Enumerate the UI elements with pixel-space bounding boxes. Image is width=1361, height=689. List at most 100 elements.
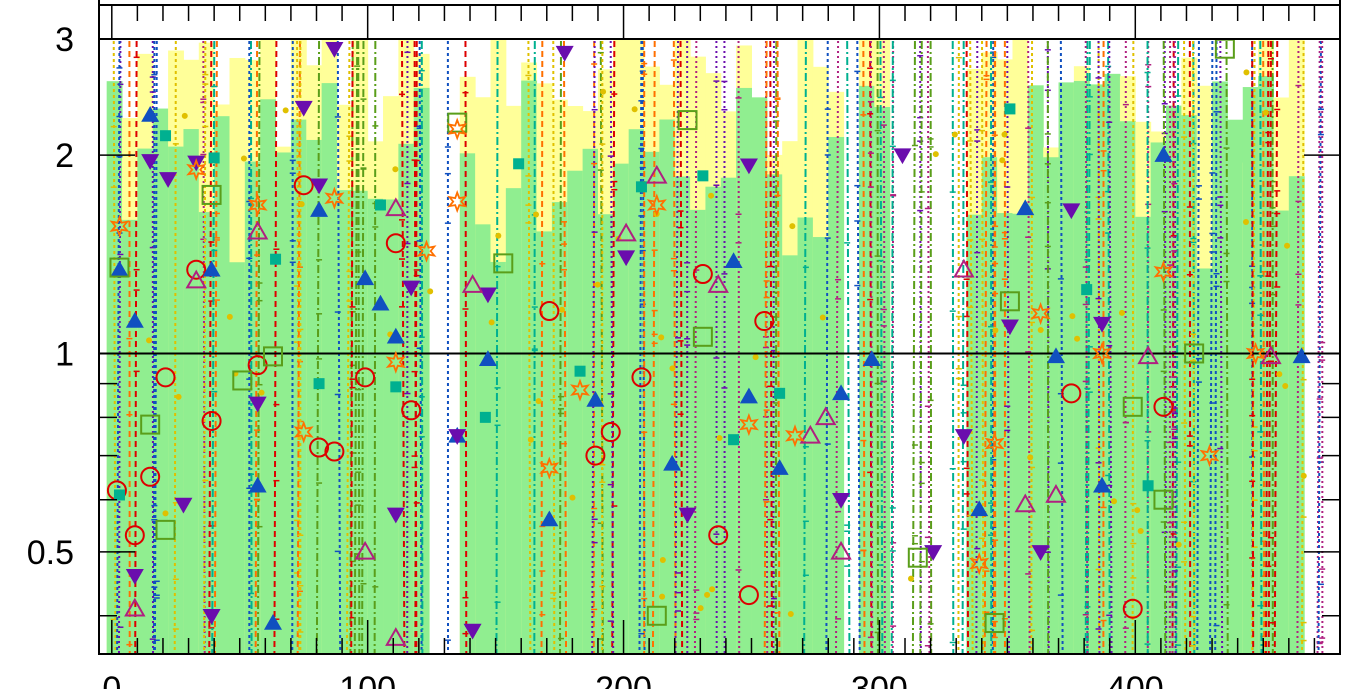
series-line (373, 40, 377, 654)
data-point-circle (401, 400, 422, 421)
inner-band (567, 170, 584, 654)
data-point-circle (155, 367, 176, 388)
inner-band (1273, 210, 1290, 654)
series-line (679, 40, 684, 654)
minor-point (907, 575, 914, 582)
series-line (562, 40, 568, 654)
data-markers (106, 39, 1311, 646)
series-line (856, 40, 861, 654)
series-line (211, 40, 216, 654)
series-line (803, 40, 807, 654)
series-line (273, 40, 278, 654)
minor-point (704, 591, 711, 598)
series-line (213, 40, 218, 654)
minor-point (146, 337, 153, 344)
minor-point (658, 334, 665, 341)
series-line (1030, 40, 1034, 654)
inner-band (628, 129, 645, 654)
data-point-triangle-down (832, 492, 851, 509)
series-line (1219, 40, 1224, 654)
minor-point (659, 557, 666, 564)
data-point-open-triangle (799, 424, 822, 444)
data-point-star (447, 190, 468, 214)
plot-frame (98, 0, 1341, 655)
minor-point (1262, 109, 1269, 116)
series-line (540, 40, 544, 654)
minor-point (1074, 335, 1081, 342)
series-line (1173, 40, 1177, 654)
data-point-open-square (155, 519, 176, 540)
minor-point (298, 201, 305, 208)
data-point-circle (324, 441, 345, 462)
data-point-star (784, 424, 806, 448)
data-point-triangle-up (832, 384, 851, 401)
minor-point (716, 435, 723, 442)
minor-point (569, 494, 576, 501)
data-point-triangle-up (770, 459, 789, 475)
data-point-star (1030, 301, 1051, 326)
data-point-star (247, 193, 268, 217)
data-point-triangle-down (202, 609, 221, 625)
inner-band (659, 119, 676, 654)
series-line (1027, 40, 1031, 654)
inner-band (214, 116, 230, 654)
data-point-triangle-down (463, 623, 482, 640)
data-point-triangle-up (263, 614, 282, 630)
series-line (1059, 40, 1064, 654)
series-line (350, 40, 354, 654)
inner-band (782, 255, 799, 654)
data-point-star (1199, 443, 1220, 468)
inner-band (275, 152, 292, 654)
data-point-open-square (984, 613, 1005, 634)
series-line (869, 40, 874, 654)
data-point-open-triangle (385, 627, 407, 646)
data-point-open-square (447, 112, 468, 133)
data-point-triangle-up (371, 294, 390, 311)
data-point-triangle-up (478, 350, 497, 367)
series-line (345, 40, 351, 654)
series-line (638, 40, 643, 654)
data-point-triangle-up (1093, 476, 1112, 493)
data-point-star (293, 420, 314, 444)
data-point-triangle-up (356, 269, 375, 286)
x-tick-label: 300 (851, 670, 908, 689)
data-point-star (1153, 260, 1174, 284)
series-line (1162, 40, 1167, 654)
data-point-open-triangle (646, 164, 668, 184)
data-point-star (646, 193, 667, 217)
series-line (1296, 40, 1300, 654)
data-point-square (374, 199, 386, 211)
series-line (249, 40, 253, 654)
minor-point (1175, 541, 1182, 548)
data-point-triangle-down (386, 507, 405, 524)
inner-band (812, 237, 829, 654)
data-point-triangle-down (448, 429, 467, 445)
minor-point (709, 586, 716, 593)
series-line (737, 40, 741, 654)
data-point-open-triangle (124, 597, 146, 617)
data-point-open-square (692, 326, 713, 347)
data-point-circle (355, 367, 376, 388)
series-line (879, 40, 884, 654)
series-line (965, 40, 970, 654)
data-point-triangle-up (125, 312, 144, 328)
series-line (951, 40, 955, 654)
series-line (420, 40, 424, 654)
data-point-triangle-up (739, 387, 758, 404)
data-point-open-triangle (185, 269, 207, 289)
y-tick-label: 1 (55, 335, 74, 373)
minor-point (697, 605, 704, 612)
inner-band (766, 174, 783, 654)
series-line (527, 40, 532, 654)
inner-band (720, 177, 737, 654)
inner-band (352, 190, 369, 654)
series-line (552, 40, 556, 654)
minor-point (1037, 327, 1044, 334)
data-point-triangle-down (141, 154, 160, 170)
data-point-star (385, 350, 406, 374)
series-line (153, 40, 158, 654)
minor-point (1111, 498, 1118, 505)
data-point-triangle-down (739, 158, 758, 175)
data-point-star (447, 117, 468, 141)
data-point-triangle-down (325, 41, 344, 58)
